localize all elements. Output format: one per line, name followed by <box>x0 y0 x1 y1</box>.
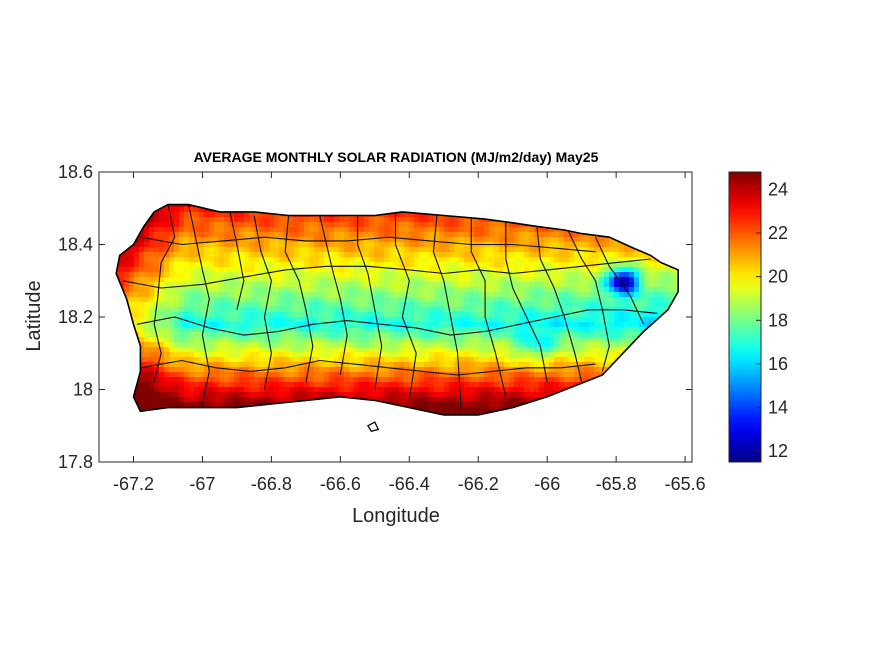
x-tick-label: -66.6 <box>320 474 361 494</box>
x-tick-label: -66.4 <box>389 474 430 494</box>
x-tick-label: -66.8 <box>251 474 292 494</box>
x-axis-label: Longitude <box>352 505 440 527</box>
y-tick-label: 17.8 <box>58 452 93 472</box>
y-tick-label: 18.6 <box>58 162 93 182</box>
municipality-boundary <box>432 215 462 408</box>
municipality-boundary <box>136 309 658 336</box>
municipality-boundary <box>253 215 272 390</box>
y-ticks: 17.8 18 18.2 18.4 18.6 <box>58 162 692 472</box>
x-tick-label: -65.8 <box>596 474 637 494</box>
y-tick-label: 18 <box>73 380 93 400</box>
municipality-boundary <box>122 258 651 289</box>
colorbar-tick-label: 16 <box>768 354 788 374</box>
chart-title: AVERAGE MONTHLY SOLAR RADIATION (MJ/m2/d… <box>194 149 599 165</box>
x-tick-label: -67.2 <box>113 474 154 494</box>
municipality-boundary <box>140 236 596 253</box>
colorbar-tick-label: 22 <box>768 223 788 243</box>
municipality-boundary <box>153 204 176 383</box>
municipality-boundary <box>284 215 314 383</box>
colorbar <box>728 171 762 463</box>
colorbar-tick-label: 12 <box>768 441 788 461</box>
colorbar-ticks: 12 14 16 18 20 22 24 <box>756 179 788 461</box>
municipality-boundary <box>567 229 610 372</box>
y-tick-label: 18.4 <box>58 235 93 255</box>
municipality-boundary <box>470 219 507 397</box>
municipality-boundary <box>140 359 596 376</box>
municipality-boundary <box>188 204 210 405</box>
x-tick-label: -65.6 <box>665 474 706 494</box>
municipality-boundary <box>229 211 245 310</box>
municipality-boundary <box>595 236 645 325</box>
x-tick-label: -66 <box>534 474 560 494</box>
municipality-boundaries <box>122 204 658 408</box>
colorbar-tick-label: 24 <box>768 179 788 199</box>
y-axis-label: Latitude <box>23 280 45 351</box>
colorbar-tick-label: 20 <box>768 267 788 287</box>
caja-de-muertos-islet <box>366 421 380 432</box>
x-ticks: -67.2 -67 -66.8 -66.6 -66.4 -66.2 -66 -65.8 -65.… <box>113 172 706 494</box>
municipality-boundary <box>505 222 548 383</box>
x-tick-label: -66.2 <box>458 474 499 494</box>
municipality-boundary <box>394 211 417 401</box>
colorbar-tick-label: 14 <box>768 397 788 417</box>
colorbar-tick-label: 18 <box>768 310 788 330</box>
x-tick-label: -67 <box>189 474 215 494</box>
municipality-boundary <box>536 226 583 383</box>
y-tick-label: 18.2 <box>58 307 93 327</box>
municipality-boundary <box>319 215 348 376</box>
